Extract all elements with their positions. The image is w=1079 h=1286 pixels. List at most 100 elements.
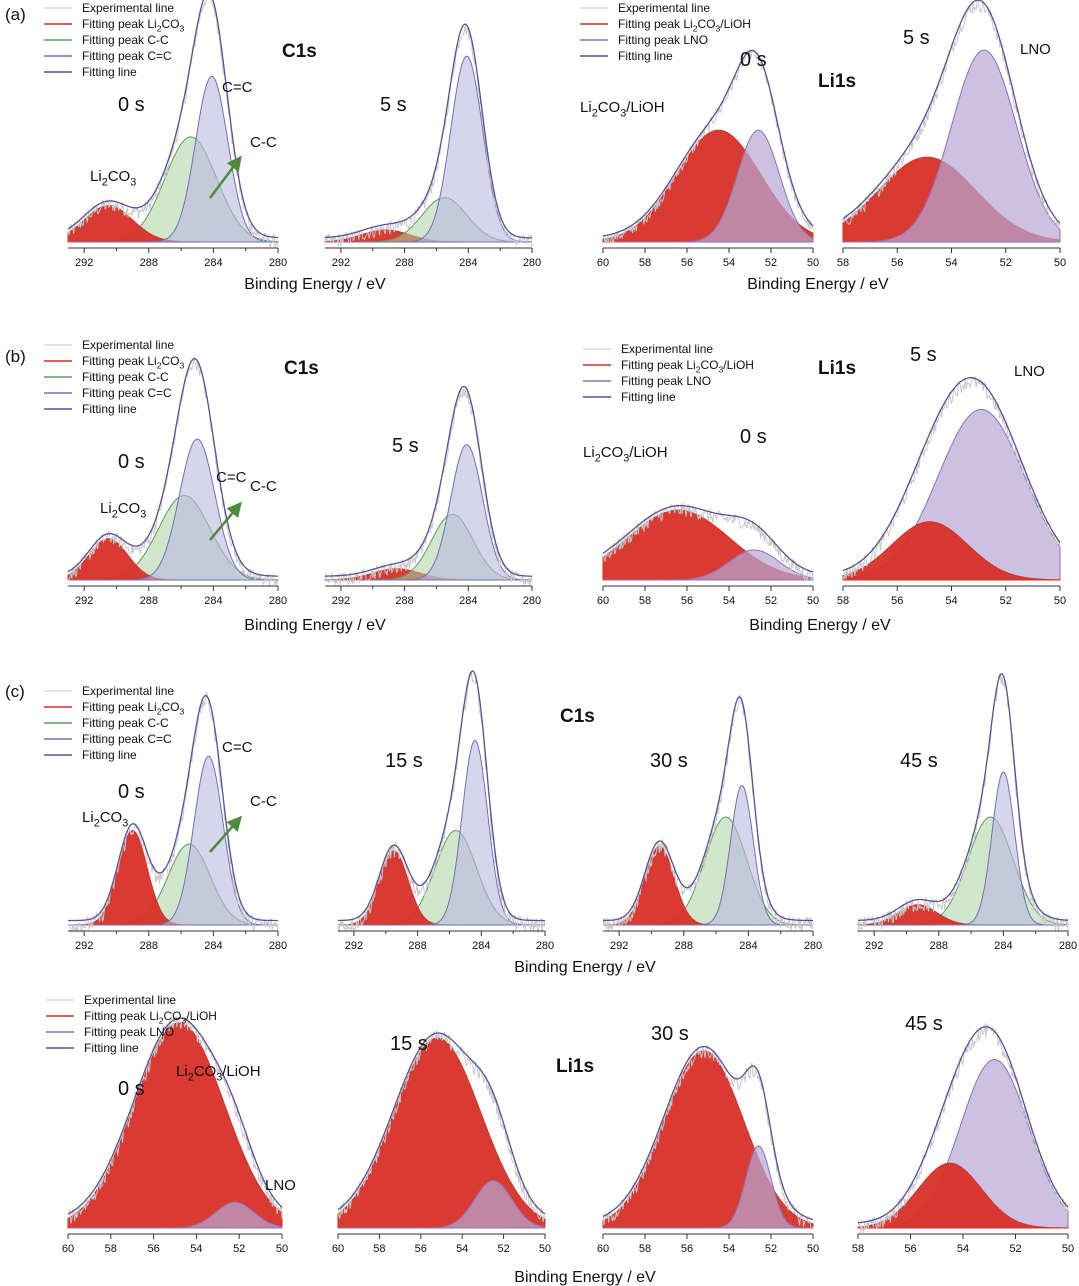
x-tick-label: 60 [62, 1243, 74, 1255]
x-tick-label: 58 [373, 1243, 385, 1255]
peak-annotation: Li2CO3 [100, 500, 146, 521]
peak-lno [843, 49, 1061, 243]
element-title: C1s [560, 706, 595, 727]
legend-entry: Experimental line [84, 993, 176, 1007]
x-tick-label: 52 [1000, 257, 1012, 269]
x-tick-label: 292 [75, 257, 93, 269]
x-tick-label: 284 [459, 257, 477, 269]
chart-c-li1s-15s: 60 58 56 54 52 50 [332, 1030, 551, 1255]
x-tick-label: 58 [639, 1243, 651, 1255]
x-tick-label: 284 [459, 595, 477, 607]
peak-c-c [338, 740, 545, 926]
peak-li2co3-lioh [337, 1037, 546, 1229]
chart-b-c1s-5s: 292 288 284 280 [324, 385, 541, 607]
x-tick-label: 292 [75, 940, 93, 952]
legend-entry: Experimental line [618, 1, 710, 15]
x-tick-label: 54 [945, 257, 957, 269]
legend-entry: Fitting peak Li2CO3/LiOH [84, 1009, 217, 1026]
arrow-icon [209, 155, 242, 199]
x-tick-label: 58 [852, 1243, 864, 1255]
legend-entry: Fitting peak C-C [82, 33, 169, 47]
x-axis-title: Binding Energy / eV [749, 617, 891, 634]
x-tick-label: 50 [1054, 257, 1066, 269]
x-tick-label: 60 [597, 257, 609, 269]
x-tick-label: 58 [639, 257, 651, 269]
x-tick-label: 292 [332, 595, 350, 607]
chart-c-li1s-0s: 60 58 56 54 52 50 [62, 1015, 288, 1255]
x-tick-label: 280 [523, 595, 541, 607]
x-tick-label: 280 [523, 257, 541, 269]
fitting-line [324, 23, 532, 239]
fitting-line [858, 673, 1068, 921]
x-tick-label: 288 [930, 940, 948, 952]
panel-label: (a) [5, 5, 26, 24]
chart-c-li1s-45s: 58 56 54 52 50 [852, 1023, 1074, 1255]
legend: Experimental line Fitting peak Li2CO3/LiO… [583, 342, 754, 404]
time-label: 15 s [390, 1033, 428, 1055]
x-tick-label: 288 [408, 940, 426, 952]
x-axis-title: Binding Energy / eV [514, 959, 656, 976]
x-tick-label: 54 [456, 1243, 468, 1255]
legend-entry: Fitting peak LNO [621, 374, 711, 388]
x-tick-label: 280 [536, 940, 554, 952]
legend-entry: Fitting peak Li2CO3 [82, 354, 185, 371]
time-label: 45 s [900, 750, 938, 772]
x-tick-label: 292 [332, 257, 350, 269]
experimental-line [67, 692, 279, 934]
legend-entry: Fitting line [82, 402, 137, 416]
peak-annotation: Li2CO3/LiOH [176, 1063, 261, 1084]
x-tick-label: 288 [395, 595, 413, 607]
time-label: 5 s [910, 344, 937, 366]
x-tick-label: 288 [675, 940, 693, 952]
chart-b-c1s-0s: 292 288 284 280 [67, 357, 287, 607]
peak-c-c [325, 55, 533, 243]
fitting-line [842, 0, 1061, 224]
x-tick-label: 54 [723, 257, 735, 269]
peak-annotation: C=C [222, 79, 253, 96]
peak-c-c [68, 75, 278, 243]
x-tick-label: 56 [891, 257, 903, 269]
legend-entry: Fitting line [618, 49, 673, 63]
chart-c-c1s-45s: 292 288 284 280 [857, 672, 1077, 952]
element-title: C1s [284, 358, 319, 379]
fitting-line [67, 1017, 283, 1215]
x-tick-label: 58 [105, 1243, 117, 1255]
peak-annotation: C=C [216, 469, 247, 486]
peak-annotation: LNO [1020, 41, 1051, 58]
time-label: 5 s [903, 27, 930, 49]
x-tick-label: 52 [233, 1243, 245, 1255]
peak-lno [338, 1180, 546, 1229]
x-tick-label: 56 [681, 257, 693, 269]
x-tick-label: 54 [723, 595, 735, 607]
x-tick-label: 52 [497, 1243, 509, 1255]
fitting-line [602, 696, 813, 922]
legend-entry: Fitting line [621, 390, 676, 404]
element-title: C1s [282, 41, 317, 62]
chart-c-c1s-30s: 292 288 284 280 [602, 694, 822, 952]
x-tick-label: 56 [681, 1243, 693, 1255]
peak-c-c [858, 771, 1068, 926]
x-tick-label: 56 [415, 1243, 427, 1255]
peak-annotation: Li2CO3 [82, 809, 128, 830]
peak-annotation: Li2CO3 [90, 168, 136, 189]
legend-entry: Fitting line [82, 748, 137, 762]
x-tick-label: 288 [140, 595, 158, 607]
chart-b-li1s-0s: 60 58 56 54 52 50 [597, 502, 819, 607]
legend-entry: Fitting peak C-C [82, 370, 169, 384]
chart-b-li1s-5s: 58 56 54 52 50 [837, 376, 1066, 607]
x-tick-label: 280 [1059, 940, 1077, 952]
x-tick-label: 288 [395, 257, 413, 269]
peak-li2co3-lioh [602, 1050, 814, 1229]
peak-annotation: LNO [1014, 363, 1045, 380]
peak-c-c [603, 785, 813, 926]
time-label: 0 s [118, 781, 145, 803]
x-tick-label: 50 [807, 257, 819, 269]
legend-entry: Fitting line [82, 65, 137, 79]
x-tick-label: 292 [75, 595, 93, 607]
time-label: 30 s [650, 750, 688, 772]
legend: Experimental line Fitting peak Li2CO3/LiO… [46, 993, 217, 1055]
experimental-line [857, 672, 1069, 933]
x-tick-label: 292 [610, 940, 628, 952]
